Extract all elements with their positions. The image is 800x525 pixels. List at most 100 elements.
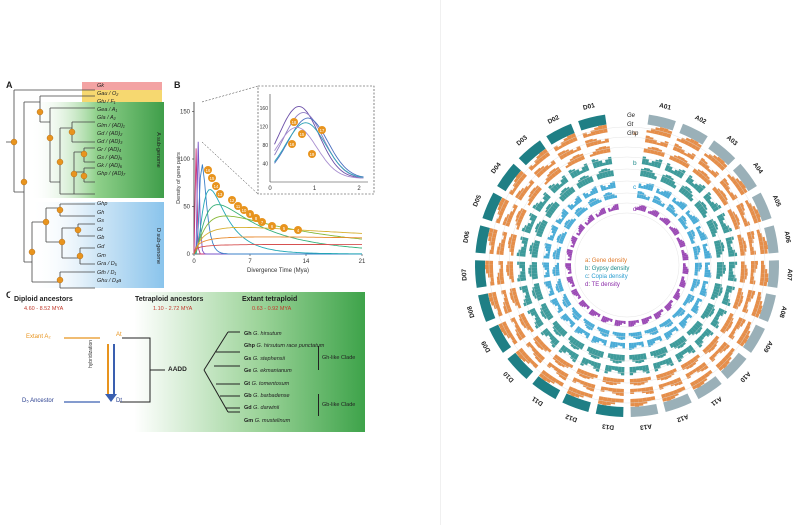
density-bar — [670, 227, 676, 232]
density-bar — [728, 333, 735, 340]
density-bar — [715, 245, 725, 250]
density-bar — [671, 314, 676, 319]
density-bar — [565, 302, 572, 308]
taxon-label: Ghp — [97, 201, 108, 207]
density-bar — [553, 145, 560, 152]
density-bar — [587, 201, 593, 208]
density-bar — [571, 310, 578, 316]
density-bar — [605, 377, 611, 385]
density-bar — [576, 378, 582, 383]
density-bar — [603, 329, 608, 337]
density-bar — [589, 309, 595, 316]
density-bar — [715, 362, 724, 372]
density-bar — [645, 183, 650, 190]
density-bar — [642, 397, 648, 404]
density-bar — [569, 256, 572, 259]
density-bar — [640, 185, 644, 189]
density-bar — [587, 219, 591, 224]
density-bar — [573, 291, 579, 296]
ancestor-d-label: D₅ Ancestor — [22, 398, 54, 404]
density-bar — [704, 264, 708, 268]
density-bar — [680, 320, 687, 327]
density-bar — [680, 350, 686, 356]
density-bar — [660, 190, 664, 196]
density-bar — [719, 220, 724, 225]
polyploidy-diagram — [10, 292, 365, 432]
density-bar — [682, 268, 689, 271]
density-bar — [558, 278, 561, 282]
density-bar — [578, 232, 581, 235]
density-bar — [510, 317, 517, 323]
density-bar — [648, 328, 653, 335]
density-bar — [546, 314, 554, 321]
density-bar — [659, 309, 663, 313]
density-bar — [713, 239, 722, 245]
density-bar — [551, 230, 557, 235]
density-bar — [503, 304, 511, 311]
density-bar — [545, 206, 555, 214]
density-bar — [544, 242, 552, 247]
x-axis-label: Divergence Time (Mya) — [247, 268, 309, 274]
density-bar — [684, 299, 691, 304]
density-bar — [682, 318, 688, 324]
density-bar — [673, 213, 678, 218]
density-bar — [722, 200, 729, 206]
chromosome-band — [478, 293, 496, 322]
density-bar — [723, 322, 732, 329]
density-bar — [556, 280, 562, 284]
density-bar — [720, 328, 727, 334]
density-bar — [555, 326, 564, 336]
density-bar — [593, 349, 599, 360]
density-bar — [640, 341, 645, 347]
legend-letter: b — [585, 266, 589, 272]
peak-badge-label: 16 — [206, 168, 211, 173]
density-bar — [714, 188, 721, 195]
density-bar — [553, 201, 560, 208]
density-bar — [503, 217, 512, 224]
density-bar — [674, 311, 681, 317]
tree-nodes — [10, 108, 88, 284]
track-guide — [530, 168, 724, 362]
density-bar — [589, 214, 595, 221]
legend-text: Gypsy density — [591, 266, 630, 272]
gb-clade-label: Gb-like Clade — [318, 394, 355, 416]
series-line — [193, 204, 363, 255]
density-bar — [756, 295, 762, 301]
density-bar — [660, 322, 665, 327]
density-bar — [674, 340, 682, 349]
density-bar — [559, 192, 567, 200]
subgenome-at-label: At — [116, 332, 122, 338]
density-bar — [682, 258, 689, 261]
density-bar — [694, 262, 702, 265]
density-bar — [720, 222, 727, 228]
density-bar — [609, 192, 614, 199]
density-bar — [528, 212, 538, 220]
density-bar — [597, 313, 601, 318]
col-date-tetraploid-ancestors: 1.10 - 2.72 MYA — [153, 306, 193, 312]
circos-legend: a: Gene density b: Gypsy density c: Copi… — [585, 257, 629, 289]
density-bar — [570, 218, 575, 223]
density-bar — [609, 182, 614, 189]
density-bar — [680, 281, 686, 285]
density-bar — [716, 264, 726, 268]
density-bar — [676, 377, 683, 386]
density-bar — [676, 145, 683, 153]
density-bar — [750, 268, 756, 273]
density-bar — [703, 153, 709, 158]
density-bar — [622, 342, 626, 349]
density-bar — [693, 250, 701, 254]
density-bar — [514, 327, 522, 334]
density-bar — [759, 281, 768, 287]
taxon-label: Gt — [97, 226, 103, 233]
density-bar — [509, 211, 515, 217]
inset-x-tick-label: 2 — [357, 186, 361, 192]
chromosome-band — [507, 352, 534, 380]
density-bar — [490, 245, 495, 251]
density-bar — [568, 169, 576, 179]
peak-badge — [280, 224, 288, 232]
density-bar — [592, 150, 597, 156]
density-bar — [753, 217, 762, 224]
density-bar — [489, 281, 495, 286]
density-bar — [610, 170, 614, 177]
density-bar — [683, 300, 688, 305]
